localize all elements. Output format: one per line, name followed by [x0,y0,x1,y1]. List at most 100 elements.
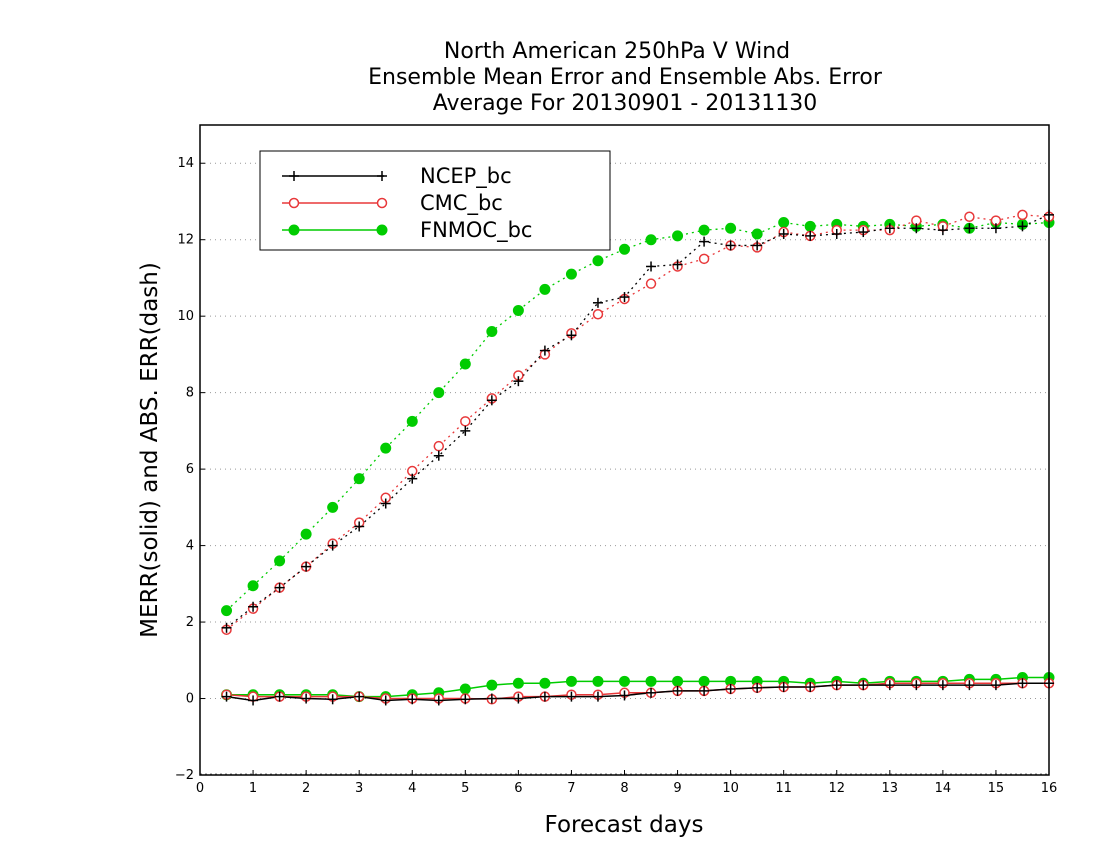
ncep-bc-abs-err-point-12 [539,345,550,356]
cmc-bc-abs-err-line [226,214,1050,631]
ncep-bc-abs-err-point-24 [858,227,869,238]
ncep-bc-abs-err-point-6 [380,498,391,509]
x-tick-label-14: 14 [935,781,952,796]
ncep-bc-abs-err-point-13 [566,330,577,341]
legend-cmc-bc-label: CMC_bc [420,191,503,216]
fnmoc-bc-abs-err-point-7 [406,415,418,427]
fnmoc-bc-abs-err-point-3 [300,528,312,540]
fnmoc-bc-abs-err-point-0 [221,605,233,617]
ncep-bc-mean-err-point-11 [513,693,524,704]
fnmoc-bc-abs-err-point-1 [247,580,259,592]
fnmoc-bc-abs-err-point-22 [804,220,816,232]
y-tick-label-2: 2 [186,615,194,630]
y-tick-label-1: 0 [186,692,194,707]
ncep-bc-abs-err-point-4 [327,540,338,551]
ncep-bc-abs-err-point-19 [725,240,736,251]
ncep-bc-mean-err-point-16 [646,687,657,698]
x-tick-label-5: 5 [461,781,469,796]
ncep-bc-mean-err-point-3 [301,693,312,704]
ncep-bc-mean-err-point-28 [964,680,975,691]
gridlines [200,162,1049,775]
legend-cmc-bc-marker-left [288,197,300,209]
ncep-bc-mean-err-point-14 [592,691,603,702]
ncep-bc-abs-err-point-27 [937,225,948,236]
fnmoc-bc-mean-err-point-10 [486,679,498,691]
ncep-bc-mean-err-point-7 [407,694,418,705]
ncep-bc-mean-err-point-9 [460,694,471,705]
ncep-bc-mean-err-point-27 [937,680,948,691]
fnmoc-bc-mean-err-point-11 [512,677,524,689]
ncep-bc-mean-err-point-15 [619,690,630,701]
ncep-bc-mean-err-point-20 [752,682,763,693]
legend-cmc-bc-marker-right [376,197,388,209]
x-tick-label-6: 6 [514,781,522,796]
ncep-bc-abs-err-point-28 [964,223,975,234]
ncep-bc-mean-err-point-24 [858,680,869,691]
ncep-bc-abs-err-point-10 [486,395,497,406]
chart-title-line-1: North American 250hPa V Wind [444,39,790,64]
fnmoc-bc-mean-err-point-12 [539,677,551,689]
cmc-bc-abs-err-point-16 [645,278,657,289]
ncep-bc-mean-err-point-30 [1017,678,1028,689]
ncep-bc-mean-err-point-26 [911,680,922,691]
ncep-bc-abs-err-point-20 [752,240,763,251]
ncep-bc-abs-err-point-18 [699,236,710,247]
x-tick-label-0: 0 [196,781,204,796]
ncep-bc-mean-err-point-6 [380,695,391,706]
y-tick-label-8: 14 [177,156,194,171]
x-tick-label-4: 4 [408,781,416,796]
legend-fnmoc-bc-marker-left [288,224,300,236]
x-tick-label-1: 1 [249,781,257,796]
x-tick-label-15: 15 [988,781,1005,796]
ncep-bc-abs-err-point-15 [619,292,630,303]
ncep-bc-mean-err-point-17 [672,685,683,696]
fnmoc-bc-abs-err-point-6 [380,442,392,454]
ncep-bc-abs-err-point-2 [274,582,285,593]
fnmoc-bc-mean-err-point-15 [619,675,630,687]
ncep-bc-mean-err-point-0 [221,691,232,702]
chart-title-line-2: Ensemble Mean Error and Ensemble Abs. Er… [368,65,883,90]
ncep-bc-abs-err-point-14 [592,297,603,308]
ncep-bc-mean-err-line [226,682,1049,702]
y-tick-label-7: 12 [177,233,194,248]
fnmoc-bc-mean-err-point-18 [698,675,710,687]
ncep-bc-abs-err-point-23 [831,228,842,239]
cmc-bc-abs-err-point-14 [592,309,604,320]
ncep-bc-abs-err-point-11 [513,376,524,387]
ncep-bc-abs-err-point-29 [990,223,1001,234]
x-tick-label-9: 9 [673,781,681,796]
y-tick-label-3: 4 [186,539,194,554]
fnmoc-bc-abs-err-point-19 [725,222,737,234]
fnmoc-bc-abs-err-point-20 [751,228,763,240]
series-layer [221,209,1055,706]
ncep-bc-mean-err-point-29 [990,680,1001,691]
cmc-bc-abs-err-point-30 [1017,209,1028,221]
ncep-bc-abs-err-point-3 [301,561,312,572]
fnmoc-bc-abs-err-point-12 [539,283,551,295]
x-tick-label-8: 8 [620,781,628,796]
plot-frame [199,124,1050,776]
ncep-bc-mean-err-point-21 [778,682,789,693]
fnmoc-bc-abs-err-point-13 [565,268,577,280]
ncep-bc-mean-err-point-1 [248,695,259,706]
fnmoc-bc-abs-err-point-5 [353,473,365,485]
fnmoc-bc-abs-err-point-8 [433,387,445,399]
fnmoc-bc-abs-err-point-11 [512,304,524,316]
legend-ncep-bc-marker-left [289,171,299,181]
x-axis-label: Forecast days [545,812,704,838]
ncep-bc-abs-err-point-7 [407,473,418,484]
fnmoc-bc-abs-err-point-16 [645,234,657,246]
fnmoc-bc-abs-err-point-18 [698,224,710,236]
cmc-bc-abs-err-point-18 [698,253,710,265]
fnmoc-bc-mean-err-point-17 [672,675,684,687]
ncep-bc-abs-err-point-0 [221,622,232,633]
x-tick-label-3: 3 [355,781,363,796]
fnmoc-bc-abs-err-point-15 [619,243,630,255]
x-tick-label-12: 12 [828,781,845,796]
ncep-bc-mean-err-point-4 [327,694,338,705]
legend-fnmoc-bc-label: FNMOC_bc [420,218,532,243]
cmc-bc-abs-err-point-8 [433,440,445,452]
ncep-bc-abs-err-point-17 [672,259,683,270]
fnmoc-bc-mean-err-point-13 [565,675,577,687]
